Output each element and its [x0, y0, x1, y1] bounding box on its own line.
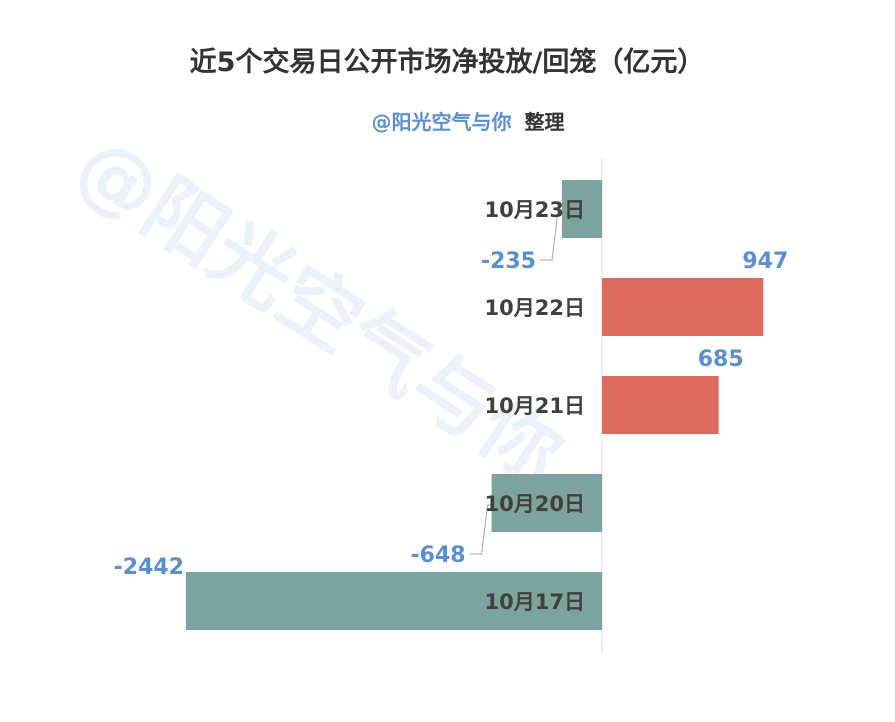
category-label: 10月20日 [485, 492, 585, 516]
category-label: 10月21日 [485, 394, 585, 418]
subtitle-suffix: 整理 [524, 110, 565, 134]
leader-line [540, 210, 562, 261]
value-label: 685 [698, 347, 744, 372]
value-label: -648 [411, 543, 466, 568]
chart-title: 近5个交易日公开市场净投放/回笼（亿元） [190, 46, 705, 78]
leader-line [469, 504, 492, 555]
category-label: 10月22日 [485, 296, 585, 320]
value-label: 947 [742, 249, 788, 274]
chart-subtitle: @阳光空气与你 整理 [371, 110, 564, 134]
bar-4 [491, 474, 602, 532]
subtitle-author: @阳光空气与你 [371, 110, 511, 134]
category-label: 10月23日 [485, 198, 585, 222]
value-label: -2442 [114, 555, 184, 580]
bar-1 [562, 180, 602, 238]
value-label: -235 [481, 249, 536, 274]
bars-group [186, 180, 764, 630]
category-label: 10月17日 [485, 590, 585, 614]
bar-5 [186, 572, 602, 630]
category-labels-group: 10月23日 10月22日 10月21日 10月20日 10月17日 [485, 198, 585, 614]
value-labels-group: -235 947 685 -648 -2442 [114, 249, 789, 580]
bar-2 [602, 278, 764, 336]
leader-lines-group [469, 210, 562, 555]
bar-3 [602, 376, 719, 434]
